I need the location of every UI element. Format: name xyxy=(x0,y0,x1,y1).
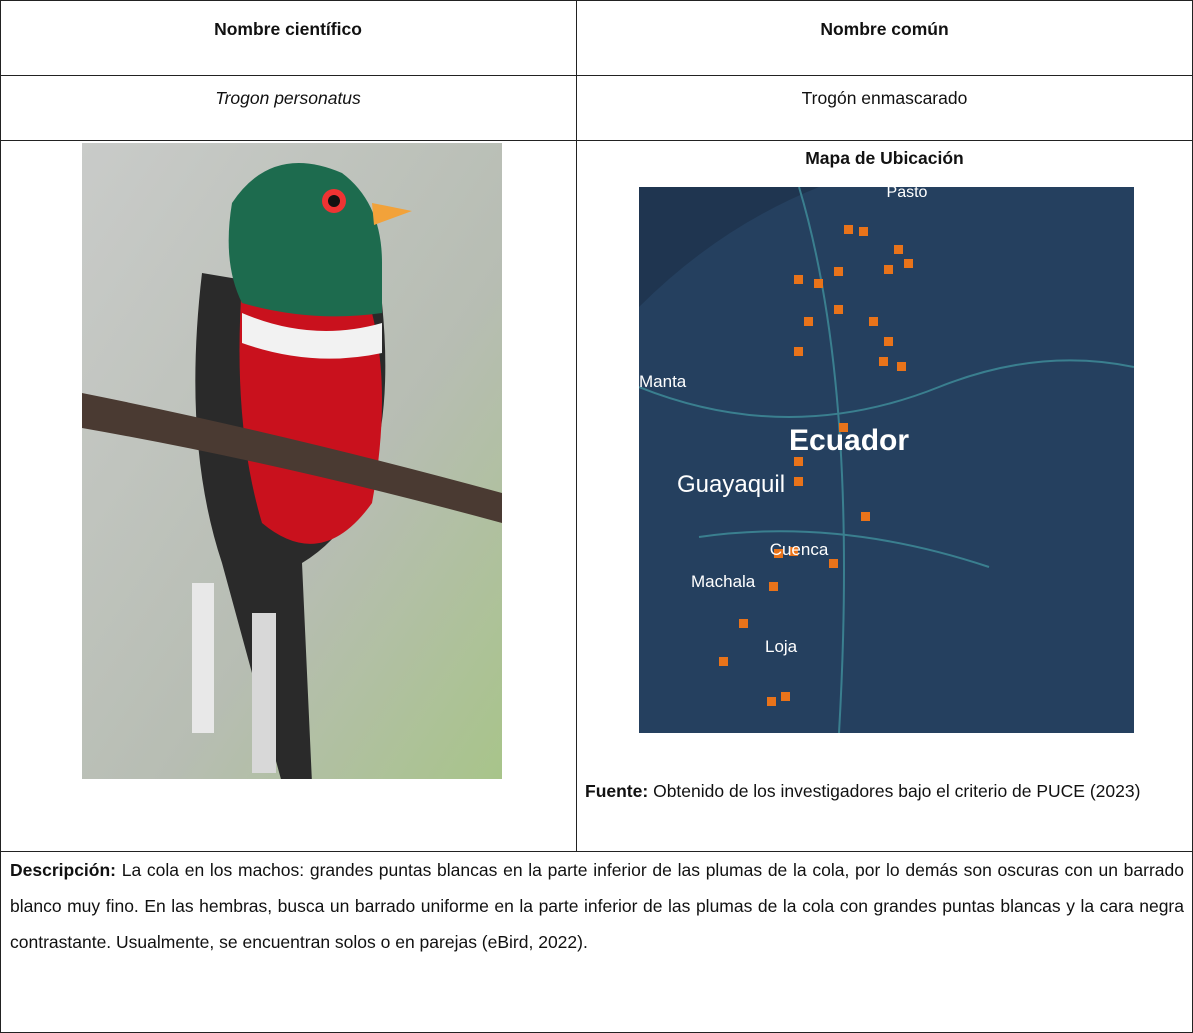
map-label: Cuenca xyxy=(770,540,829,559)
source-label: Fuente: xyxy=(585,781,649,801)
description-label: Descripción: xyxy=(10,860,116,880)
map-title: Mapa de Ubicación xyxy=(805,148,964,168)
header: Nombre común xyxy=(820,19,949,39)
border xyxy=(0,140,1193,141)
cell: Trogón enmascarado xyxy=(801,88,968,108)
border xyxy=(0,851,1193,852)
map-label: Pasto xyxy=(887,187,928,201)
source-text: Obtenido de los investigadores bajo el c… xyxy=(653,781,1141,801)
border xyxy=(0,0,1193,1)
map-label: Manta xyxy=(639,372,687,391)
border xyxy=(576,0,577,851)
bird-photo xyxy=(82,143,502,779)
header: Nombre científico xyxy=(214,19,362,39)
description: Descripción: La cola en los machos: gran… xyxy=(10,852,1184,960)
border xyxy=(0,0,1,1033)
map-label: Loja xyxy=(765,637,798,656)
cell: Trogon personatus xyxy=(215,88,361,108)
description-text: La cola en los machos: grandes puntas bl… xyxy=(10,860,1184,952)
border xyxy=(0,75,1193,76)
source: Fuente: Obtenido de los investigadores b… xyxy=(585,773,1187,809)
map-label: Guayaquil xyxy=(677,471,785,498)
map-label: Machala xyxy=(691,572,756,591)
map-label: Ecuador xyxy=(789,424,909,457)
map: Pasto Manta Ecuador Guayaquil Cuenca Mac… xyxy=(639,187,1134,733)
